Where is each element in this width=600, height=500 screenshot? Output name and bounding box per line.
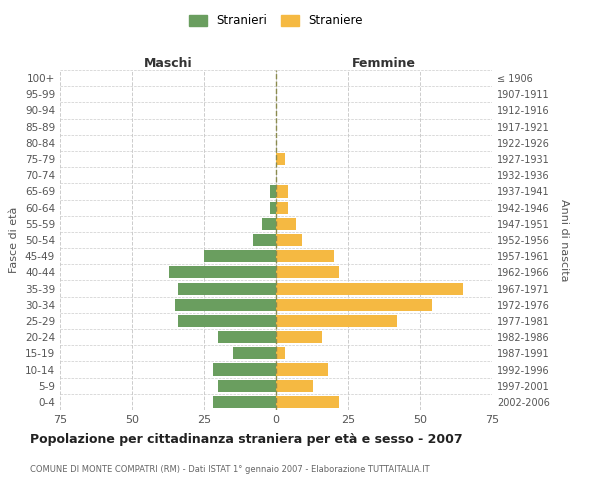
- Bar: [276, 186, 287, 198]
- Bar: [276, 315, 397, 327]
- Bar: [212, 364, 276, 376]
- Bar: [169, 266, 276, 278]
- Text: Popolazione per cittadinanza straniera per età e sesso - 2007: Popolazione per cittadinanza straniera p…: [30, 432, 463, 446]
- Bar: [276, 380, 313, 392]
- Bar: [270, 202, 276, 213]
- Bar: [276, 282, 463, 294]
- Bar: [276, 298, 431, 311]
- Bar: [175, 298, 276, 311]
- Text: Femmine: Femmine: [352, 57, 416, 70]
- Bar: [276, 218, 296, 230]
- Bar: [262, 218, 276, 230]
- Bar: [270, 186, 276, 198]
- Text: Maschi: Maschi: [143, 57, 193, 70]
- Bar: [276, 250, 334, 262]
- Bar: [204, 250, 276, 262]
- Bar: [218, 331, 276, 343]
- Bar: [276, 364, 328, 376]
- Bar: [276, 331, 322, 343]
- Bar: [218, 380, 276, 392]
- Bar: [276, 202, 287, 213]
- Bar: [276, 266, 340, 278]
- Bar: [233, 348, 276, 360]
- Y-axis label: Fasce di età: Fasce di età: [10, 207, 19, 273]
- Bar: [276, 348, 284, 360]
- Bar: [178, 315, 276, 327]
- Bar: [178, 282, 276, 294]
- Y-axis label: Anni di nascita: Anni di nascita: [559, 198, 569, 281]
- Bar: [212, 396, 276, 408]
- Bar: [253, 234, 276, 246]
- Text: COMUNE DI MONTE COMPATRI (RM) - Dati ISTAT 1° gennaio 2007 - Elaborazione TUTTAI: COMUNE DI MONTE COMPATRI (RM) - Dati IST…: [30, 466, 430, 474]
- Bar: [276, 234, 302, 246]
- Bar: [276, 396, 340, 408]
- Bar: [276, 153, 284, 165]
- Legend: Stranieri, Straniere: Stranieri, Straniere: [185, 11, 367, 31]
